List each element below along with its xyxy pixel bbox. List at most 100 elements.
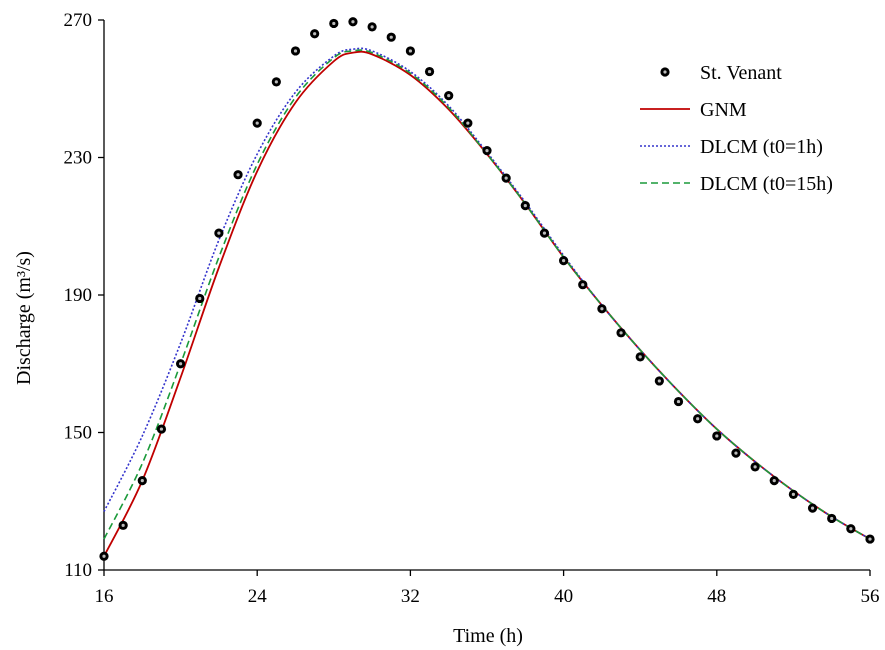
data-point-highlight xyxy=(810,506,815,510)
data-point-highlight xyxy=(849,527,853,531)
legend: St. Venant GNM DLCM (t0=1h) DLCM (t0=15h) xyxy=(640,62,833,195)
data-point-highlight xyxy=(159,427,164,431)
data-point xyxy=(367,22,377,32)
legend-item: St. Venant xyxy=(660,62,782,84)
data-point-highlight xyxy=(657,379,661,383)
data-point-highlight xyxy=(313,32,317,36)
data-point xyxy=(559,256,569,266)
y-tick-label: 110 xyxy=(64,560,92,581)
legend-item: GNM xyxy=(640,99,747,121)
data-point xyxy=(750,462,760,472)
data-point xyxy=(271,77,281,87)
data-point xyxy=(865,534,875,544)
axes: 110 150 190 230 270 16 24 32 40 48 56 xyxy=(64,10,880,607)
data-point xyxy=(539,228,550,238)
legend-item: DLCM (t0=15h) xyxy=(640,173,833,195)
data-point-highlight xyxy=(868,537,872,541)
data-point xyxy=(329,18,339,29)
data-point xyxy=(788,489,799,499)
data-point-highlight xyxy=(217,231,221,235)
data-point xyxy=(310,29,320,39)
data-point-highlight xyxy=(370,25,374,29)
data-point-highlight xyxy=(485,149,489,153)
data-point-highlight xyxy=(351,20,355,24)
data-point-highlight xyxy=(638,355,642,359)
data-point xyxy=(176,359,186,369)
data-point xyxy=(405,46,415,56)
data-point-highlight xyxy=(504,176,508,180)
data-point-highlight xyxy=(466,121,470,125)
data-point-highlight xyxy=(427,69,432,74)
y-tick-label: 230 xyxy=(64,148,93,169)
y-axis-title: Discharge (m³/s) xyxy=(13,251,35,385)
data-point xyxy=(195,293,205,304)
data-point xyxy=(156,424,167,434)
data-point xyxy=(654,376,664,386)
x-tick-label: 16 xyxy=(95,586,114,607)
data-point xyxy=(807,503,818,513)
data-point-highlight xyxy=(102,554,106,558)
data-point-highlight xyxy=(715,434,719,438)
data-point-highlight xyxy=(121,523,125,527)
data-point-highlight xyxy=(332,21,336,26)
data-point-highlight xyxy=(523,204,527,208)
data-point xyxy=(137,476,147,486)
data-point-highlight xyxy=(753,465,757,469)
data-point xyxy=(501,173,511,183)
data-point xyxy=(99,551,109,561)
data-point-highlight xyxy=(696,417,700,421)
data-point-highlight xyxy=(274,80,278,84)
data-point xyxy=(118,520,128,530)
data-point-highlight xyxy=(447,94,451,98)
data-point-highlight xyxy=(734,451,738,455)
y-tick-label: 150 xyxy=(64,423,93,444)
series-line-1 xyxy=(103,50,871,557)
legend-label: St. Venant xyxy=(700,62,782,84)
data-point xyxy=(252,118,262,128)
data-point xyxy=(616,328,626,338)
data-point xyxy=(214,228,224,238)
data-point xyxy=(290,46,301,56)
data-point-highlight xyxy=(619,331,623,335)
data-point xyxy=(578,280,588,290)
data-point-highlight xyxy=(236,173,240,177)
x-tick-label: 40 xyxy=(554,586,573,607)
data-point xyxy=(731,448,741,458)
data-point xyxy=(520,201,530,211)
data-point-highlight xyxy=(676,399,681,404)
x-tick-label: 56 xyxy=(861,586,880,607)
legend-item: DLCM (t0=1h) xyxy=(640,136,823,158)
data-point xyxy=(444,91,454,101)
data-point xyxy=(463,118,473,128)
x-tick-label: 48 xyxy=(707,586,726,607)
data-point-highlight xyxy=(600,307,604,311)
data-point xyxy=(635,352,645,362)
data-point-highlight xyxy=(389,35,393,39)
data-point-highlight xyxy=(408,49,412,53)
data-point xyxy=(769,476,779,486)
data-point xyxy=(348,17,358,27)
data-point-highlight xyxy=(140,479,144,483)
data-point xyxy=(233,170,243,180)
data-point xyxy=(597,304,607,314)
axis-labels: Time (h) Discharge (m³/s) xyxy=(13,251,523,647)
data-point-highlight xyxy=(791,492,796,496)
x-tick-label: 24 xyxy=(248,586,268,607)
data-point xyxy=(712,431,722,441)
data-point xyxy=(673,396,684,407)
data-point-highlight xyxy=(772,479,776,483)
data-point-highlight xyxy=(581,283,585,287)
data-point-highlight xyxy=(198,296,202,301)
legend-label: DLCM (t0=15h) xyxy=(700,173,833,195)
legend-swatch-highlight xyxy=(663,70,667,74)
legend-label: DLCM (t0=1h) xyxy=(700,136,823,158)
data-point-highlight xyxy=(830,516,834,521)
data-point xyxy=(424,66,435,77)
series-line-3 xyxy=(103,49,871,540)
y-tick-label: 270 xyxy=(64,10,93,31)
data-point-highlight xyxy=(542,231,547,235)
x-tick-label: 32 xyxy=(401,586,420,607)
data-point xyxy=(386,32,396,42)
